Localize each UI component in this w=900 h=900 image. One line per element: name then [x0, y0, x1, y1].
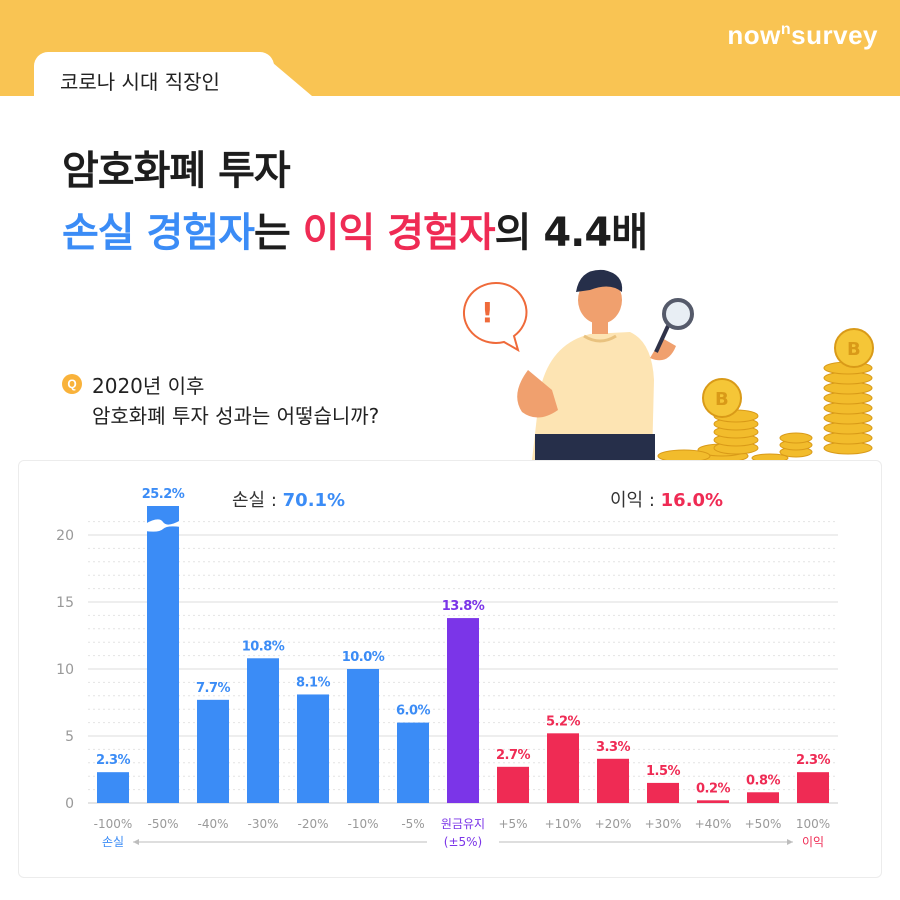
x-tick-label: 100% [796, 817, 830, 831]
y-tick-label: 20 [56, 528, 74, 544]
question-line2: 암호화폐 투자 성과는 어떻습니까? [92, 404, 380, 428]
y-tick-label: 0 [65, 796, 74, 812]
x-tick-label: -40% [197, 817, 228, 831]
x-axis-ticks: -100% 손실 -50% -40% -30% -20% -10% -5% 원금유지 (±5%) +… [94, 817, 830, 849]
data-label: 5.2% [546, 714, 581, 729]
loss-summary-value: 70.1% [282, 490, 346, 511]
x-tick-label: +40% [695, 817, 732, 831]
y-tick-label: 15 [56, 595, 74, 611]
data-label: 25.2% [142, 487, 185, 502]
category-tab [34, 52, 274, 102]
x-tick-sublabel: 손실 [102, 835, 124, 849]
bar-+5% [497, 766, 529, 803]
x-tick-sublabel: 이익 [802, 835, 824, 849]
bar-+30% [647, 782, 679, 803]
gain-arrow-head [787, 839, 793, 845]
data-label: 10.0% [342, 650, 385, 665]
x-tick-label: -50% [147, 817, 178, 831]
investor-illustration: ! B B [462, 269, 874, 462]
axis-break-mark [145, 519, 181, 532]
headline-mid-text: 는 [253, 210, 303, 256]
bar-+20% [597, 758, 629, 803]
magnifier-icon [654, 298, 694, 353]
question-line1: 2020년 이후 [92, 374, 205, 398]
y-tick-label: 5 [65, 729, 74, 745]
gain-summary: 이익 : 16.0% [610, 490, 724, 511]
headline-line1: 암호화폐 투자 [62, 148, 291, 194]
bar-+40% [697, 800, 729, 803]
bar--30% [247, 658, 279, 803]
data-label: 8.1% [296, 675, 331, 690]
question-badge-icon: Q [62, 374, 82, 394]
category-tab-tail [260, 52, 312, 96]
data-label: 0.8% [746, 773, 781, 788]
headline-gain-text: 이익 경험자 [302, 210, 496, 256]
data-label: 2.3% [796, 753, 831, 768]
data-label: 13.8% [442, 599, 485, 614]
headline-loss-text: 손실 경험자 [62, 210, 255, 256]
gain-summary-value: 16.0% [660, 490, 724, 511]
x-tick-label: 원금유지 [441, 817, 485, 831]
x-tick-label: +30% [645, 817, 682, 831]
bar--5% [397, 722, 429, 803]
bar-+50% [747, 792, 779, 803]
data-label: 3.3% [596, 740, 631, 755]
headline-end-text: 의 4.4배 [494, 210, 648, 256]
y-axis-ticks: 0 5 10 15 20 [56, 528, 74, 812]
x-tick-sublabel: (±5%) [444, 835, 482, 849]
bar--20% [297, 694, 329, 803]
y-tick-label: 10 [56, 662, 74, 678]
data-label: 10.8% [242, 639, 285, 654]
x-tick-label: +50% [745, 817, 782, 831]
data-label: 6.0% [396, 704, 431, 719]
speech-mark: ! [481, 296, 494, 329]
x-tick-label: -100% [94, 817, 133, 831]
headline-line2: 손실 경험자는 이익 경험자의 4.4배 [62, 200, 648, 258]
bar--40% [197, 699, 229, 803]
coin-stacks-icon: B B [657, 328, 874, 462]
bar-원금유지 [447, 618, 479, 803]
brand-logo: nownsurvey [727, 20, 878, 50]
data-label: 1.5% [646, 764, 681, 779]
bar--10% [347, 669, 379, 803]
data-label: 2.7% [496, 748, 531, 763]
x-axis-range-arrows [133, 839, 793, 845]
bar--50% [147, 506, 179, 803]
coin-symbol-right: B [847, 339, 861, 360]
person-icon [517, 269, 676, 462]
x-tick-label: -10% [347, 817, 378, 831]
x-tick-label: -5% [401, 817, 424, 831]
data-label: 7.7% [196, 681, 231, 696]
speech-bubble-icon: ! [462, 281, 528, 353]
x-tick-label: -20% [297, 817, 328, 831]
x-tick-label: +10% [545, 817, 582, 831]
chart-data-labels: 2.3% 25.2% 7.7% 10.8% 8.1% 10.0% 6.0% 13.8% 2.7%… [96, 487, 831, 796]
data-label: 2.3% [96, 753, 131, 768]
bar-+10% [547, 733, 579, 803]
coin-symbol-left: B [715, 389, 729, 410]
bar-100% [797, 772, 829, 803]
loss-summary: 손실 : 70.1% [232, 490, 346, 511]
x-tick-label: -30% [247, 817, 278, 831]
x-tick-label: +5% [498, 817, 527, 831]
bar--100% [97, 772, 129, 803]
x-tick-label: +20% [595, 817, 632, 831]
chart-bars [97, 506, 829, 803]
data-label: 0.2% [696, 781, 731, 796]
category-tab-label: 코로나 시대 직장인 [60, 70, 220, 94]
loss-arrow-head [133, 839, 139, 845]
